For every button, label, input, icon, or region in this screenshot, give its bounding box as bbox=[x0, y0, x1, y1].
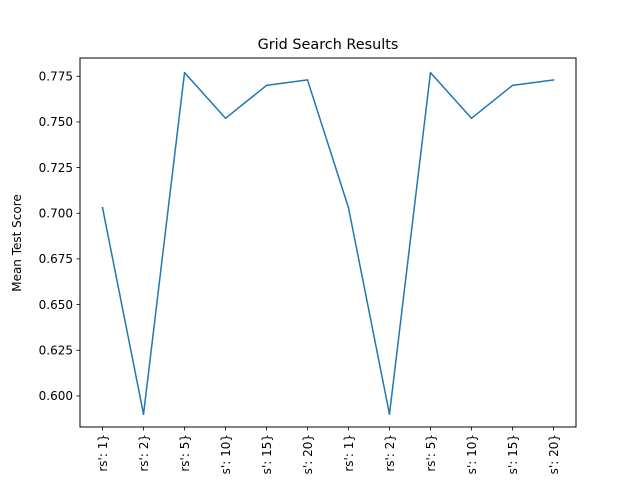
x-tick-label: s': 15} bbox=[506, 434, 520, 474]
x-tick-label: s': 10} bbox=[465, 434, 479, 474]
x-tick-label: rs': 2} bbox=[137, 434, 151, 472]
y-tick-label: 0.600 bbox=[39, 389, 73, 403]
y-tick-label: 0.750 bbox=[39, 115, 73, 129]
chart-title: Grid Search Results bbox=[258, 37, 399, 53]
data-point bbox=[265, 84, 268, 87]
x-tick-label: s': 20} bbox=[547, 434, 561, 474]
data-point bbox=[429, 71, 432, 74]
x-tick-label: rs': 1} bbox=[96, 434, 110, 472]
data-point bbox=[347, 207, 350, 209]
data-point bbox=[224, 117, 227, 120]
y-tick-label: 0.725 bbox=[39, 161, 73, 175]
data-point bbox=[388, 413, 391, 415]
series-layer bbox=[101, 71, 555, 415]
y-tick-label: 0.675 bbox=[39, 252, 73, 266]
x-tick-label: s': 15} bbox=[260, 434, 274, 474]
y-tick-label: 0.700 bbox=[39, 207, 73, 221]
x-tick-label: s': 20} bbox=[301, 434, 315, 474]
y-tick-label: 0.650 bbox=[39, 298, 73, 312]
y-tick-label: 0.625 bbox=[39, 344, 73, 358]
plot-area-frame bbox=[79, 57, 577, 428]
data-point bbox=[306, 79, 309, 81]
data-point bbox=[183, 71, 186, 74]
data-point bbox=[470, 117, 473, 120]
x-tick-label: rs': 5} bbox=[178, 434, 192, 472]
data-point bbox=[101, 207, 104, 209]
series-line bbox=[101, 71, 555, 415]
x-axis-ticks: rs': 1} rs': 2} rs': 5} s': 10} s': 15} s': 2… bbox=[96, 427, 561, 474]
y-tick-label: 0.775 bbox=[39, 70, 73, 84]
x-tick-label: rs': 1} bbox=[342, 434, 356, 472]
y-axis-label: Mean Test Score bbox=[10, 194, 24, 292]
data-point bbox=[552, 79, 555, 81]
y-axis-ticks: 0.600 0.625 0.650 0.675 0.700 0.725 0.750 0.775 bbox=[39, 70, 80, 403]
data-point bbox=[142, 413, 145, 415]
x-tick-label: rs': 2} bbox=[383, 434, 397, 472]
x-tick-label: s': 10} bbox=[219, 434, 233, 474]
x-tick-label: rs': 5} bbox=[424, 434, 438, 472]
data-point bbox=[511, 84, 514, 87]
